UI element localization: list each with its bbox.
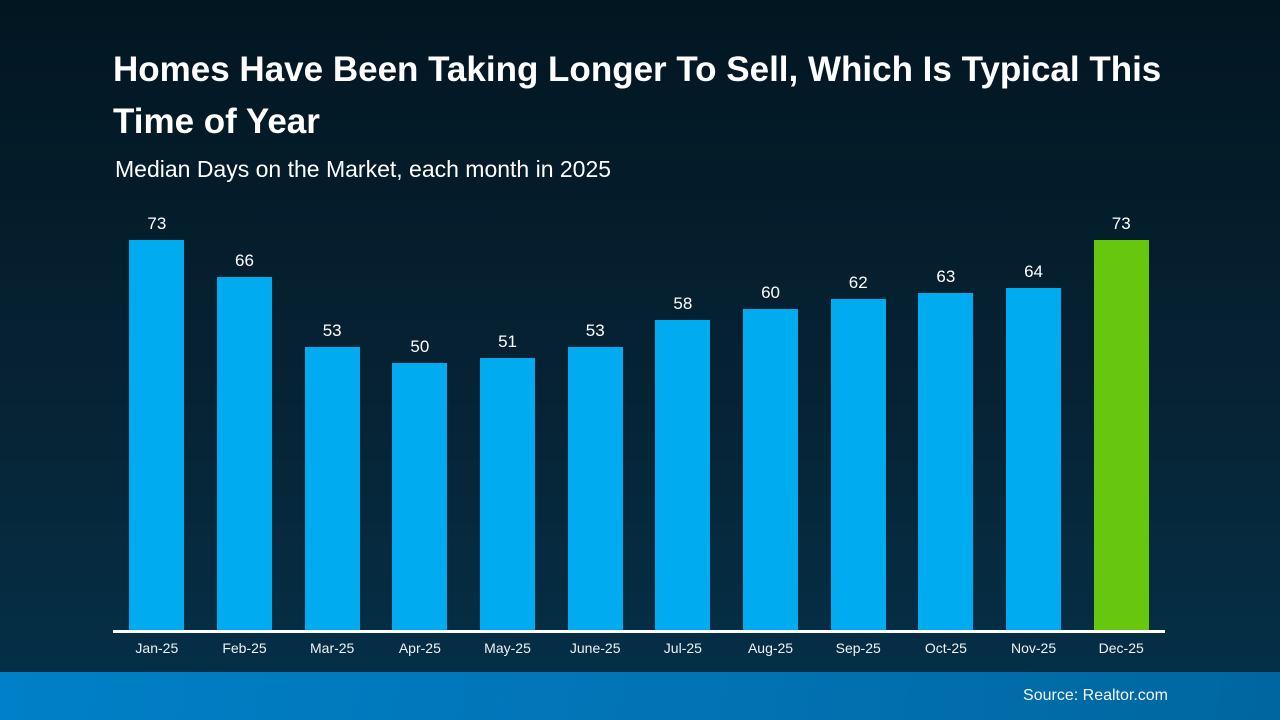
x-axis-labels: Jan-25 Feb-25 Mar-25 Apr-25 May-25 June-25 Jul… — [113, 633, 1165, 656]
bar — [743, 309, 799, 630]
bar-column: 60 — [727, 214, 815, 630]
bar-value-label: 63 — [936, 267, 956, 286]
bar — [918, 293, 974, 630]
bar — [129, 240, 185, 630]
bar-column: 58 — [639, 214, 727, 630]
bar-highlighted — [1093, 240, 1149, 630]
bar — [830, 299, 886, 630]
bar-value-label: 53 — [322, 321, 342, 340]
bar-value-label: 66 — [235, 251, 254, 270]
bar — [567, 347, 623, 630]
bar-value-label: 50 — [410, 337, 430, 356]
bar-column: 53 — [288, 214, 376, 630]
x-axis-label: Aug-25 — [747, 640, 794, 656]
x-axis-label: Jul-25 — [663, 640, 702, 656]
bar-value-label: 53 — [585, 321, 605, 340]
footer-bar: Source: Realtor.com — [0, 672, 1280, 720]
bar — [655, 320, 711, 630]
bar-column: 73 — [1077, 214, 1165, 630]
bar-column: 73 — [113, 214, 201, 630]
chart-title: Homes Have Been Taking Longer To Sell, W… — [113, 50, 1162, 141]
bar-value-label: 60 — [761, 283, 780, 302]
x-axis-label: June-25 — [569, 640, 621, 656]
x-axis-label: May-25 — [484, 640, 531, 656]
bar — [304, 347, 360, 630]
source-attribution: Source: Realtor.com — [1023, 687, 1168, 704]
x-axis-label: Feb-25 — [222, 640, 267, 656]
chart-subtitle: Median Days on the Market, each month in… — [115, 156, 612, 182]
bar-column: 51 — [464, 214, 552, 630]
x-axis-label: Sep-25 — [835, 640, 881, 656]
bar-value-label: 73 — [147, 214, 167, 233]
x-axis-label: Dec-25 — [1098, 640, 1144, 656]
bar — [1006, 288, 1062, 630]
bar — [392, 363, 448, 630]
bar-value-label: 51 — [498, 332, 517, 351]
bar-value-label: 62 — [848, 273, 868, 292]
bar-column: 50 — [376, 214, 464, 630]
x-axis-label: Mar-25 — [310, 640, 355, 656]
x-axis-label: Apr-25 — [398, 640, 441, 656]
x-axis-label: Nov-25 — [1010, 640, 1057, 656]
bar-column: 53 — [551, 214, 639, 630]
bar-value-label: 64 — [1024, 262, 1044, 281]
plot-area: 73 66 53 50 51 53 58 60 62 63 64 73 — [113, 214, 1165, 633]
bar-column: 63 — [902, 214, 990, 630]
x-axis-label: Oct-25 — [924, 640, 967, 656]
bar-value-label: 73 — [1111, 214, 1131, 233]
bar-column: 62 — [814, 214, 902, 630]
bar — [217, 277, 272, 630]
x-axis-label: Jan-25 — [135, 640, 179, 656]
bar — [480, 358, 536, 630]
bar-value-label: 58 — [673, 294, 693, 313]
bar-column: 66 — [201, 214, 289, 630]
bar-column: 64 — [990, 214, 1078, 630]
